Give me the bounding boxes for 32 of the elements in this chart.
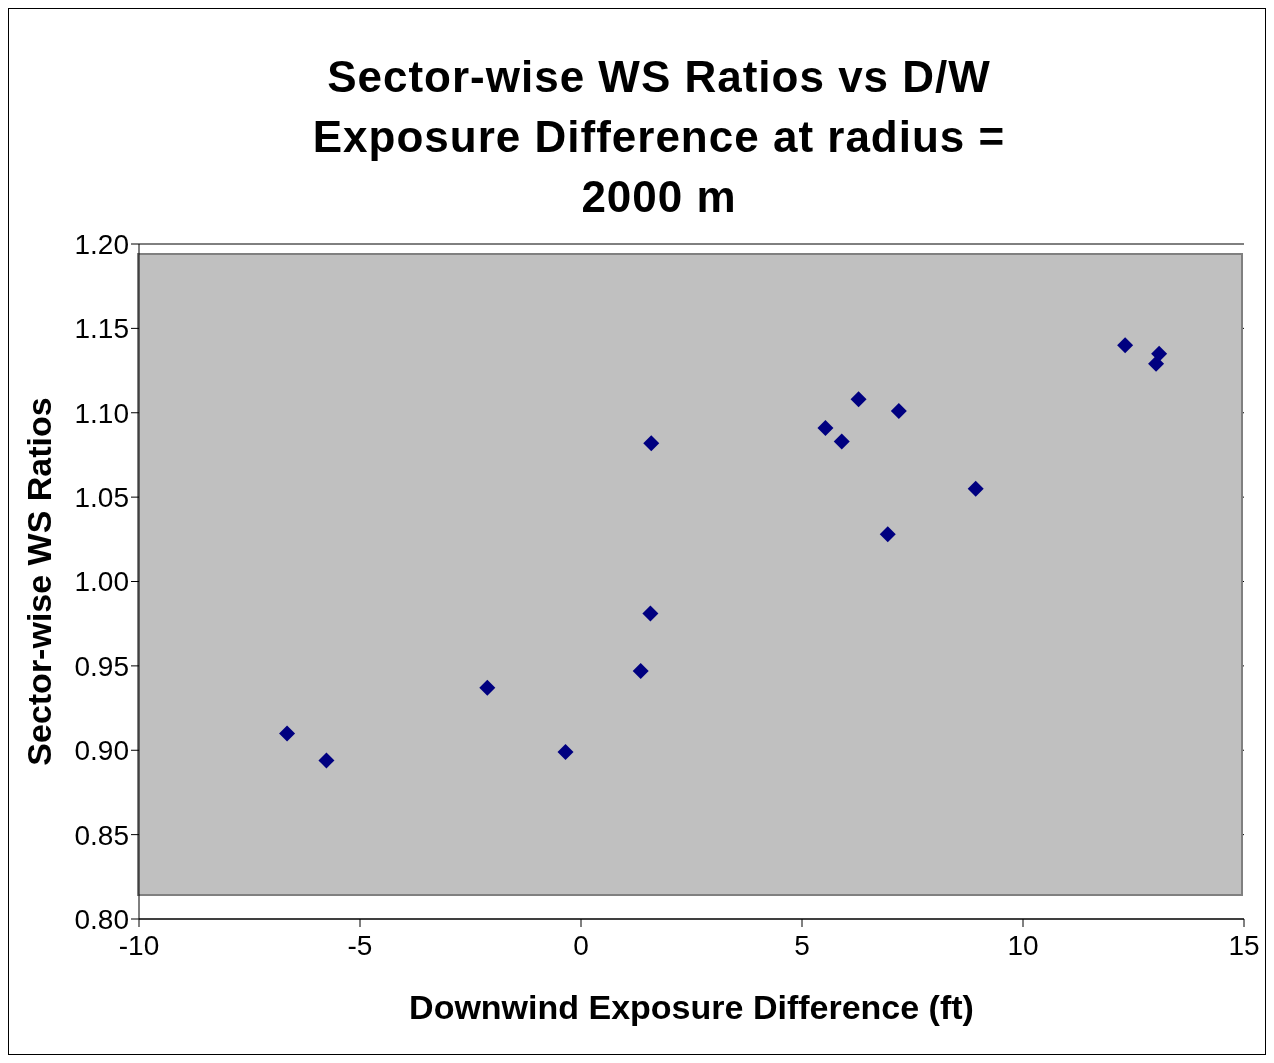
point bbox=[642, 605, 659, 622]
point bbox=[1117, 337, 1134, 354]
chart-title: Sector-wise WS Ratios vs D/W Exposure Difference at radius = 2000 m bbox=[311, 51, 1007, 223]
x-tick-label: 5 bbox=[794, 929, 810, 961]
y-tick-label: 0.90 bbox=[74, 735, 129, 767]
point bbox=[557, 743, 574, 760]
y-axis-title: Sector-wise WS Ratios bbox=[20, 397, 59, 766]
y-tick-label: 1.20 bbox=[74, 228, 129, 260]
y-tick-label: 1.15 bbox=[74, 313, 129, 345]
point bbox=[890, 403, 907, 420]
point bbox=[1148, 355, 1165, 372]
x-tick-label: -5 bbox=[347, 929, 373, 961]
x-axis-title: Downwind Exposure Difference (ft) bbox=[409, 988, 974, 1026]
point bbox=[632, 662, 649, 679]
point bbox=[967, 480, 984, 497]
point bbox=[318, 752, 335, 769]
point bbox=[879, 526, 896, 543]
point bbox=[1151, 345, 1168, 362]
y-tick-label: 0.85 bbox=[74, 819, 129, 851]
point bbox=[479, 679, 496, 696]
x-tick-label: 10 bbox=[1007, 929, 1039, 961]
y-tick-label: 1.00 bbox=[74, 566, 129, 598]
y-tick-label: 1.05 bbox=[74, 482, 129, 514]
point bbox=[850, 391, 867, 408]
point bbox=[833, 433, 850, 450]
point bbox=[643, 435, 660, 452]
y-tick-label: 1.10 bbox=[74, 397, 129, 429]
y-tick-label: 0.95 bbox=[74, 650, 129, 682]
point bbox=[817, 419, 834, 436]
x-tick-label: 15 bbox=[1228, 929, 1260, 961]
x-tick-label: 0 bbox=[573, 929, 589, 961]
point bbox=[279, 725, 296, 742]
